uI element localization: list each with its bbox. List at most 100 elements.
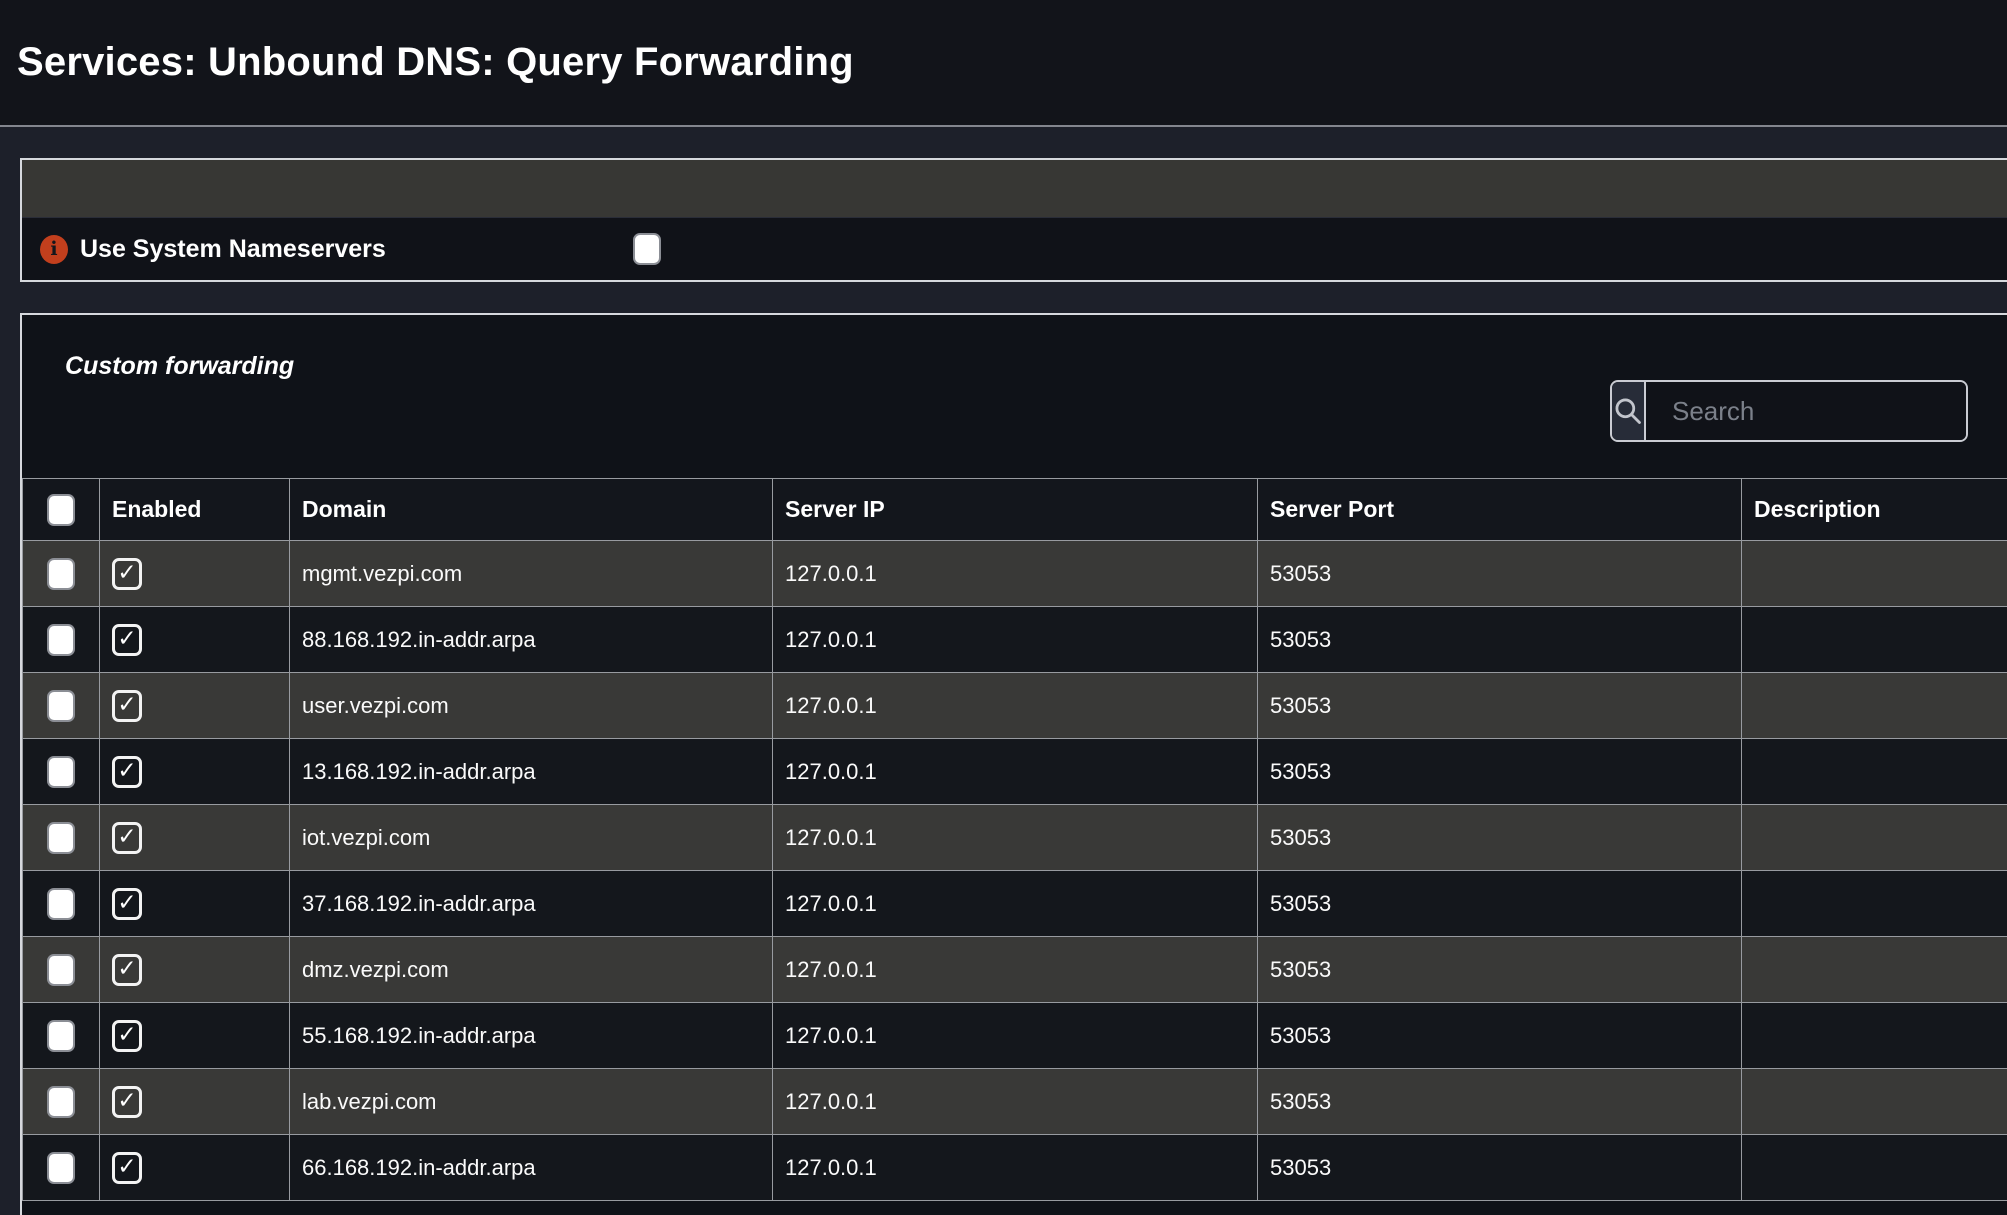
search-icon xyxy=(1615,398,1641,424)
enabled-checkbox[interactable]: ✓ xyxy=(112,821,142,854)
search-group xyxy=(1610,380,1968,442)
row-select-checkbox[interactable] xyxy=(47,887,75,920)
domain-cell: lab.vezpi.com xyxy=(289,1068,773,1135)
server-ip-cell: 127.0.0.1 xyxy=(772,540,1258,607)
server-port-cell: 53053 xyxy=(1257,1134,1742,1201)
row-enabled-cell: ✓ xyxy=(99,870,290,937)
domain-cell: 37.168.192.in-addr.arpa xyxy=(289,870,773,937)
check-icon: ✓ xyxy=(117,757,137,783)
server-port-cell: 53053 xyxy=(1257,936,1742,1003)
description-column-header: Description xyxy=(1741,478,2007,541)
description-cell xyxy=(1741,738,2007,805)
row-select-cell xyxy=(22,672,100,739)
row-select-checkbox[interactable] xyxy=(47,953,75,986)
description-cell xyxy=(1741,936,2007,1003)
description-cell xyxy=(1741,870,2007,937)
check-icon: ✓ xyxy=(117,1087,137,1113)
table-row[interactable]: ✓ 37.168.192.in-addr.arpa 127.0.0.1 5305… xyxy=(22,870,2007,937)
row-select-checkbox[interactable] xyxy=(47,689,75,722)
row-select-checkbox[interactable] xyxy=(47,557,75,590)
domain-cell: 66.168.192.in-addr.arpa xyxy=(289,1134,773,1201)
row-enabled-cell: ✓ xyxy=(99,606,290,673)
enabled-checkbox[interactable]: ✓ xyxy=(112,557,142,590)
server-port-cell: 53053 xyxy=(1257,1002,1742,1069)
row-enabled-cell: ✓ xyxy=(99,540,290,607)
use-system-nameservers-checkbox[interactable] xyxy=(633,233,661,265)
enabled-checkbox[interactable]: ✓ xyxy=(112,1085,142,1118)
row-select-cell xyxy=(22,540,100,607)
table-row[interactable]: ✓ lab.vezpi.com 127.0.0.1 53053 xyxy=(22,1068,2007,1135)
table-row[interactable]: ✓ 13.168.192.in-addr.arpa 127.0.0.1 5305… xyxy=(22,738,2007,805)
row-select-checkbox[interactable] xyxy=(47,821,75,854)
row-select-cell xyxy=(22,606,100,673)
server-ip-cell: 127.0.0.1 xyxy=(772,738,1258,805)
domain-cell: iot.vezpi.com xyxy=(289,804,773,871)
row-select-checkbox[interactable] xyxy=(47,1151,75,1184)
search-button[interactable] xyxy=(1612,382,1646,440)
row-select-checkbox[interactable] xyxy=(47,1019,75,1052)
domain-cell: user.vezpi.com xyxy=(289,672,773,739)
server-port-cell: 53053 xyxy=(1257,540,1742,607)
enabled-checkbox[interactable]: ✓ xyxy=(112,1019,142,1052)
domain-cell: 55.168.192.in-addr.arpa xyxy=(289,1002,773,1069)
description-cell xyxy=(1741,1068,2007,1135)
select-all-header-cell xyxy=(22,478,100,541)
server-ip-cell: 127.0.0.1 xyxy=(772,1068,1258,1135)
use-system-nameservers-label: Use System Nameservers xyxy=(80,234,386,263)
info-icon[interactable]: i xyxy=(40,234,68,264)
description-cell xyxy=(1741,672,2007,739)
server-ip-cell: 127.0.0.1 xyxy=(772,606,1258,673)
select-all-checkbox[interactable] xyxy=(47,493,75,526)
enabled-checkbox[interactable]: ✓ xyxy=(112,887,142,920)
server-port-column-header: Server Port xyxy=(1257,478,1742,541)
check-icon: ✓ xyxy=(117,625,137,651)
server-ip-cell: 127.0.0.1 xyxy=(772,936,1258,1003)
nameserver-panel-header xyxy=(22,160,2007,218)
description-cell xyxy=(1741,1134,2007,1201)
enabled-checkbox[interactable]: ✓ xyxy=(112,623,142,656)
domain-column-header: Domain xyxy=(289,478,773,541)
server-ip-column-header: Server IP xyxy=(772,478,1258,541)
row-select-cell xyxy=(22,1134,100,1201)
enabled-checkbox[interactable]: ✓ xyxy=(112,1151,142,1184)
row-enabled-cell: ✓ xyxy=(99,936,290,1003)
description-cell xyxy=(1741,606,2007,673)
enabled-column-header: Enabled xyxy=(99,478,290,541)
forwarding-table: Enabled Domain Server IP Server Port Des… xyxy=(22,478,2007,1201)
page-header: Services: Unbound DNS: Query Forwarding xyxy=(0,0,2007,127)
row-select-cell xyxy=(22,936,100,1003)
table-header-row: Enabled Domain Server IP Server Port Des… xyxy=(22,478,2007,541)
check-icon: ✓ xyxy=(117,691,137,717)
description-cell xyxy=(1741,540,2007,607)
enabled-checkbox[interactable]: ✓ xyxy=(112,953,142,986)
server-port-cell: 53053 xyxy=(1257,1068,1742,1135)
check-icon: ✓ xyxy=(117,1021,137,1047)
search-input[interactable] xyxy=(1646,382,1966,440)
table-row[interactable]: ✓ 88.168.192.in-addr.arpa 127.0.0.1 5305… xyxy=(22,606,2007,673)
row-enabled-cell: ✓ xyxy=(99,1134,290,1201)
row-select-checkbox[interactable] xyxy=(47,755,75,788)
enabled-checkbox[interactable]: ✓ xyxy=(112,689,142,722)
table-row[interactable]: ✓ mgmt.vezpi.com 127.0.0.1 53053 xyxy=(22,540,2007,607)
row-enabled-cell: ✓ xyxy=(99,804,290,871)
table-row[interactable]: ✓ 55.168.192.in-addr.arpa 127.0.0.1 5305… xyxy=(22,1002,2007,1069)
table-row[interactable]: ✓ dmz.vezpi.com 127.0.0.1 53053 xyxy=(22,936,2007,1003)
custom-forwarding-panel: Custom forwarding Enabled Domain Server … xyxy=(20,313,2007,1215)
row-enabled-cell: ✓ xyxy=(99,738,290,805)
table-row[interactable]: ✓ user.vezpi.com 127.0.0.1 53053 xyxy=(22,672,2007,739)
row-enabled-cell: ✓ xyxy=(99,1068,290,1135)
domain-cell: 13.168.192.in-addr.arpa xyxy=(289,738,773,805)
check-icon: ✓ xyxy=(117,559,137,585)
enabled-checkbox[interactable]: ✓ xyxy=(112,755,142,788)
table-row[interactable]: ✓ 66.168.192.in-addr.arpa 127.0.0.1 5305… xyxy=(22,1134,2007,1201)
server-port-cell: 53053 xyxy=(1257,606,1742,673)
table-row[interactable]: ✓ iot.vezpi.com 127.0.0.1 53053 xyxy=(22,804,2007,871)
description-cell xyxy=(1741,804,2007,871)
server-ip-cell: 127.0.0.1 xyxy=(772,672,1258,739)
row-select-cell xyxy=(22,1068,100,1135)
row-select-cell xyxy=(22,804,100,871)
check-icon: ✓ xyxy=(117,1153,137,1179)
row-select-checkbox[interactable] xyxy=(47,623,75,656)
row-select-checkbox[interactable] xyxy=(47,1085,75,1118)
nameserver-setting-row: i Use System Nameservers xyxy=(22,218,2007,280)
